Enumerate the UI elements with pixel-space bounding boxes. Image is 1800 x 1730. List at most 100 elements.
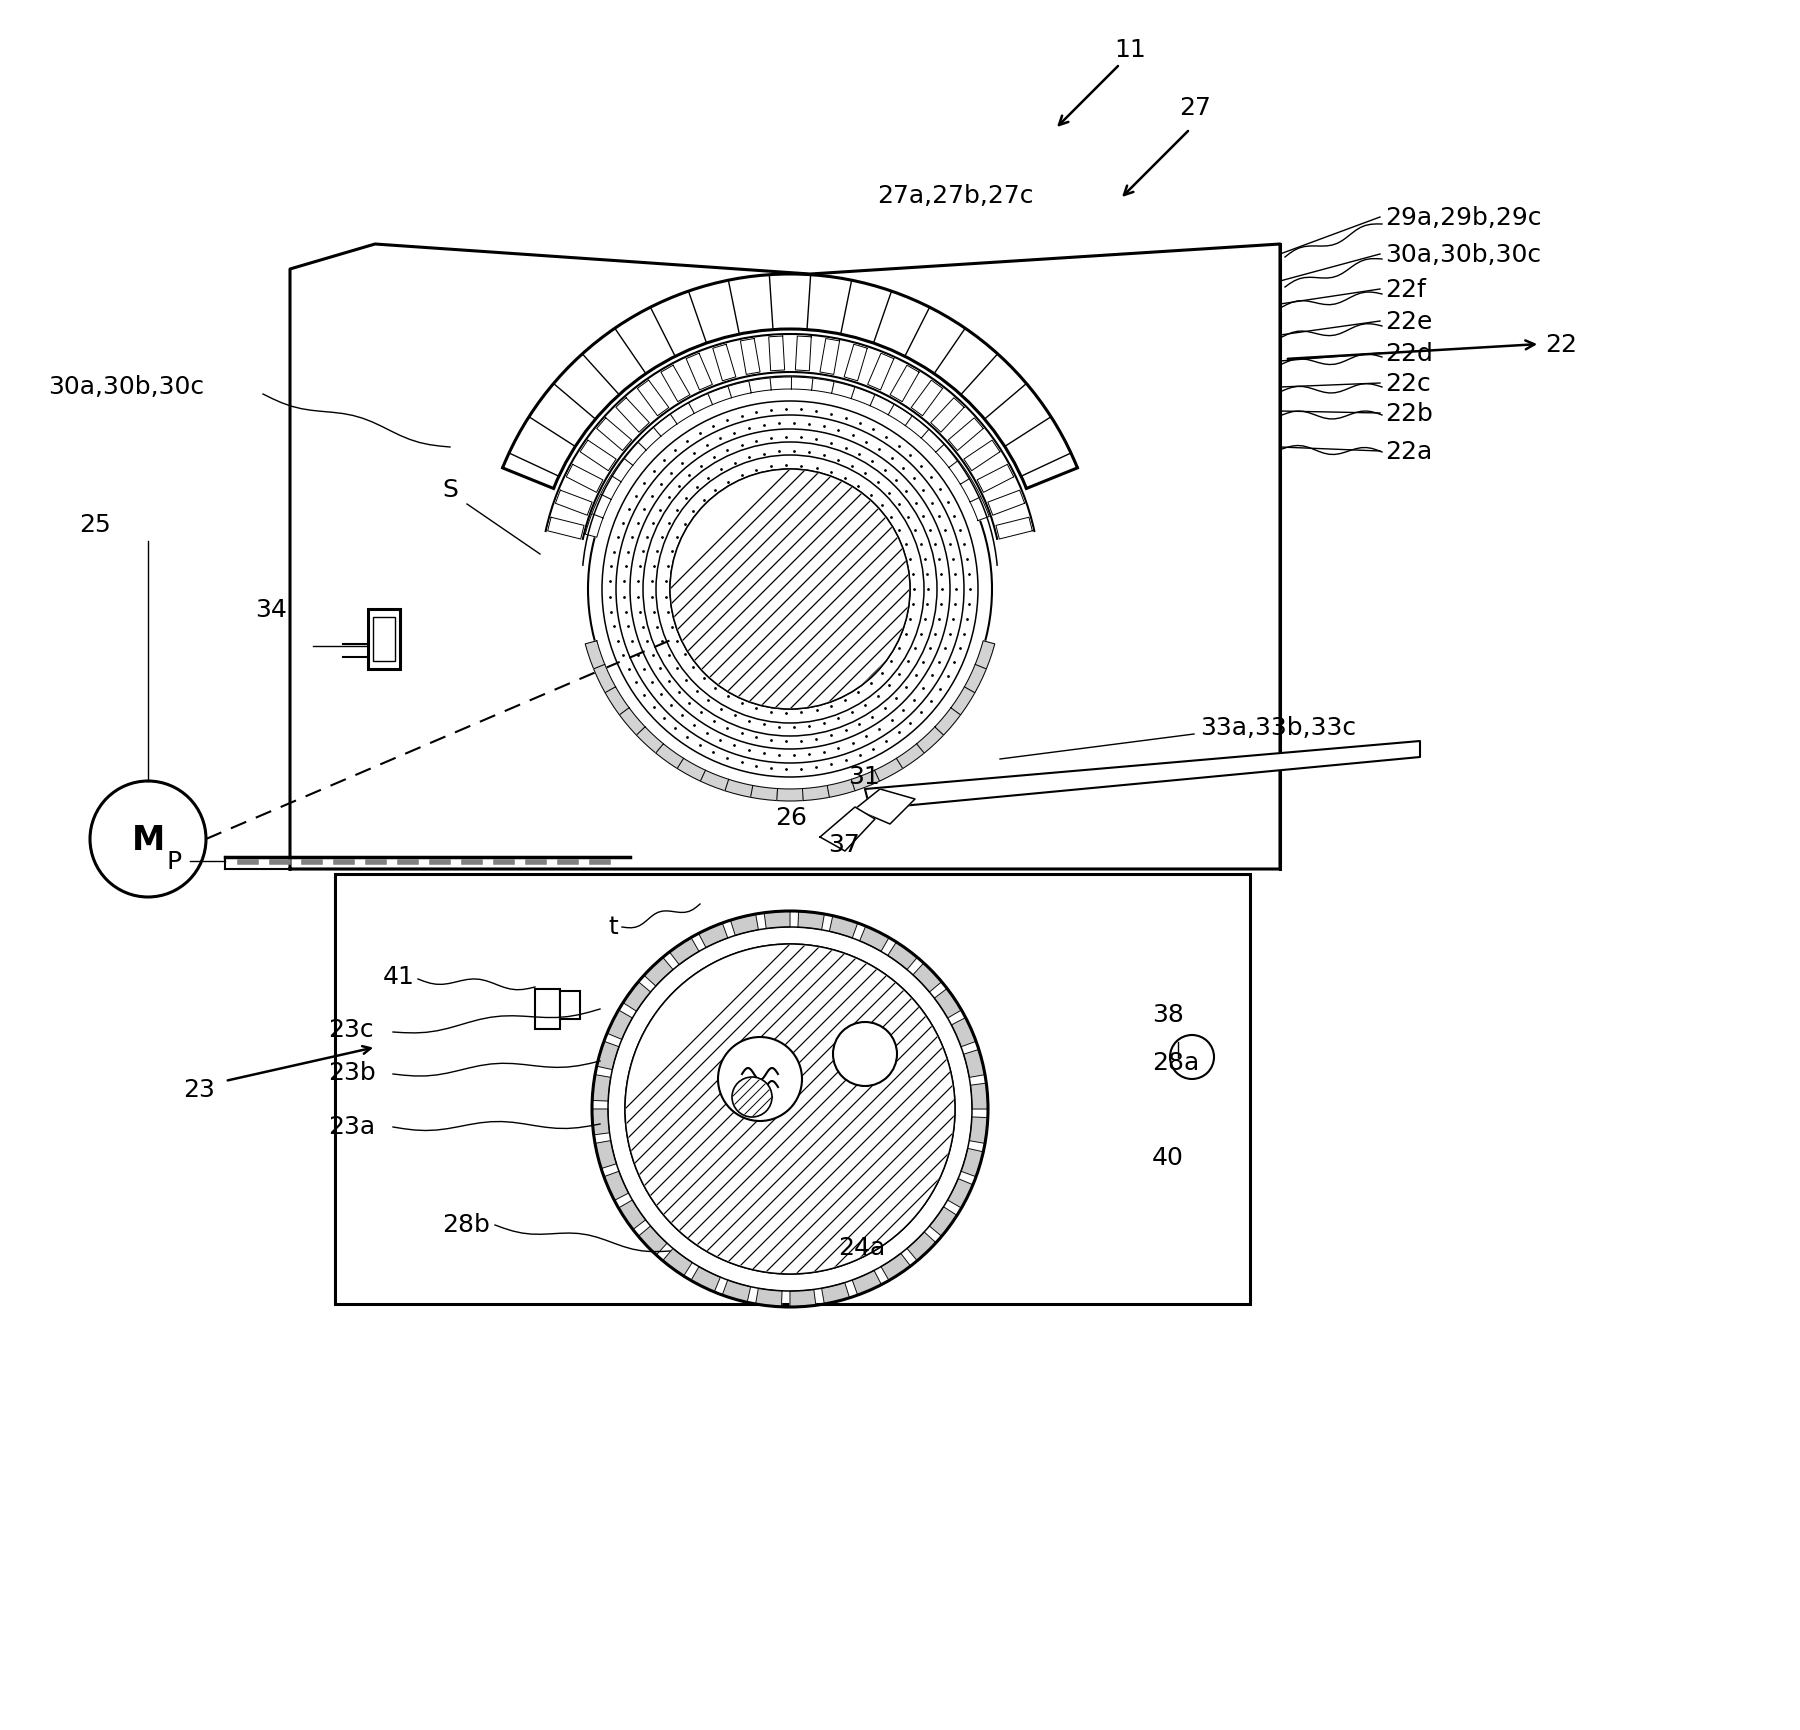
Polygon shape [740,339,760,375]
Text: 34: 34 [256,597,286,621]
Polygon shape [828,780,855,798]
Polygon shape [929,1208,958,1237]
Text: S: S [443,477,457,502]
Bar [535,990,560,1029]
Text: 27a,27b,27c: 27a,27b,27c [877,183,1033,208]
Polygon shape [963,1050,985,1078]
Polygon shape [832,382,855,400]
Polygon shape [662,1249,693,1277]
Circle shape [833,1022,896,1086]
Text: 22e: 22e [1384,310,1433,334]
Text: 23: 23 [184,1078,214,1102]
Polygon shape [700,772,729,791]
Text: 37: 37 [828,832,860,856]
Polygon shape [887,405,913,426]
Polygon shape [988,491,1024,516]
Polygon shape [936,445,958,469]
Polygon shape [934,708,961,735]
Polygon shape [896,744,923,770]
Polygon shape [855,789,914,825]
Polygon shape [968,1118,988,1144]
Text: 11: 11 [1114,38,1147,62]
Polygon shape [947,1178,974,1208]
Text: 33a,33b,33c: 33a,33b,33c [1201,716,1355,739]
Polygon shape [977,465,1013,493]
Text: 22: 22 [1544,332,1577,356]
Polygon shape [907,1232,936,1261]
Polygon shape [637,727,664,754]
Text: 23b: 23b [328,1060,376,1085]
Polygon shape [661,367,689,403]
Text: P: P [167,849,182,874]
Polygon shape [677,759,706,782]
Polygon shape [913,964,941,993]
Polygon shape [803,785,830,801]
Text: 30a,30b,30c: 30a,30b,30c [49,375,203,400]
Polygon shape [623,983,650,1012]
Polygon shape [698,924,727,948]
Polygon shape [796,337,812,372]
Polygon shape [963,441,1001,471]
Text: 40: 40 [1152,1145,1184,1169]
Polygon shape [961,1149,983,1176]
Polygon shape [950,687,976,716]
Text: t: t [608,915,617,938]
Polygon shape [949,460,970,484]
Polygon shape [970,1083,988,1109]
Polygon shape [619,1201,646,1230]
Polygon shape [778,789,803,801]
Polygon shape [961,479,981,503]
Polygon shape [869,396,895,415]
Polygon shape [851,772,880,791]
Polygon shape [707,388,731,405]
Text: 30a,30b,30c: 30a,30b,30c [1384,242,1541,266]
Circle shape [718,1038,803,1121]
Circle shape [90,782,205,898]
Polygon shape [594,664,616,694]
Text: 22d: 22d [1384,343,1433,365]
Polygon shape [610,458,634,483]
Polygon shape [623,443,646,465]
Polygon shape [670,403,695,426]
Polygon shape [585,642,605,670]
Polygon shape [995,517,1033,540]
Text: 28b: 28b [443,1213,490,1237]
Polygon shape [596,419,632,452]
Polygon shape [821,1284,850,1304]
Text: 26: 26 [776,806,806,829]
Polygon shape [949,419,983,452]
Text: 22b: 22b [1384,401,1433,426]
Polygon shape [756,1289,781,1308]
Polygon shape [727,382,751,398]
Polygon shape [655,744,684,770]
Polygon shape [970,498,990,521]
Polygon shape [868,355,895,391]
Text: 27: 27 [1179,95,1211,119]
Text: 41: 41 [383,964,414,988]
Polygon shape [686,355,713,391]
Text: 29a,29b,29c: 29a,29b,29c [1384,206,1541,230]
Text: 23c: 23c [328,1017,374,1041]
Polygon shape [751,785,778,801]
Polygon shape [619,708,644,735]
Text: 25: 25 [79,512,112,536]
Polygon shape [596,1041,619,1069]
Polygon shape [880,1254,911,1280]
Polygon shape [644,958,673,986]
Polygon shape [821,808,875,851]
Bar [560,991,580,1019]
Text: 24a: 24a [839,1235,886,1259]
Polygon shape [830,917,859,938]
Polygon shape [722,1280,751,1303]
Bar [367,609,400,670]
Polygon shape [653,415,677,438]
Polygon shape [797,912,824,931]
Polygon shape [934,990,961,1019]
Circle shape [670,471,911,709]
Text: 22f: 22f [1384,279,1426,301]
Circle shape [1170,1035,1213,1080]
Polygon shape [860,927,889,952]
Polygon shape [601,476,621,500]
Text: 22a: 22a [1384,439,1433,464]
Polygon shape [596,1142,616,1169]
